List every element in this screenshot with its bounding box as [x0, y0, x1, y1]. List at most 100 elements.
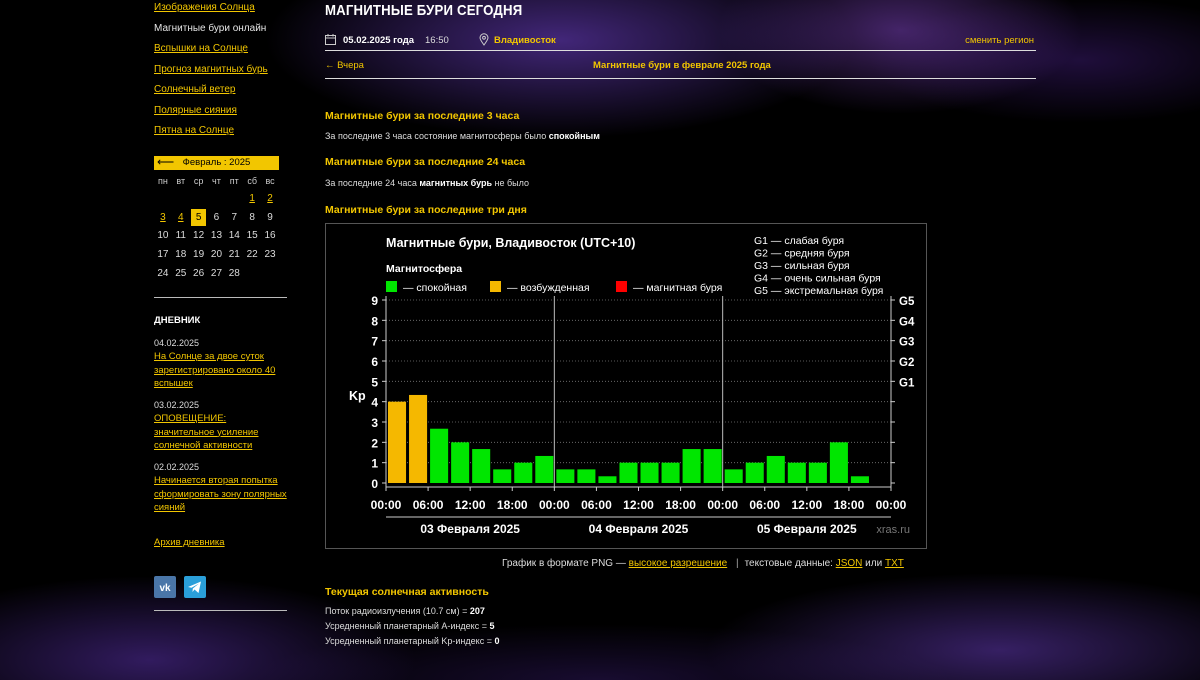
x-tick-label: 00:00 — [876, 498, 907, 512]
month-storms-link[interactable]: Магнитные бури в феврале 2025 года — [593, 60, 771, 71]
diary-link[interactable]: ОПОВЕЩЕНИЕ: значительное усиление солнеч… — [154, 413, 259, 451]
kp-bar — [535, 455, 554, 483]
calendar-day: 7 — [231, 211, 238, 223]
menu-item-storms-online: Магнитные бури онлайн — [154, 22, 267, 34]
calendar-day[interactable]: 4 — [177, 211, 184, 223]
calendar-grid: пн вт ср чт пт сб вс 1 2 3 4 5 6 7 8 9 10 11 12 13 14 15 16 17… — [154, 173, 279, 283]
calendar-day: 6 — [213, 211, 220, 223]
calendar-day-today: 5 — [190, 208, 208, 227]
weekday-label: пн — [158, 176, 168, 186]
chart-download-links: График в формате PNG — высокое разрешени… — [502, 558, 904, 569]
g-scale-label: G4 — очень сильная буря — [754, 273, 881, 285]
change-region-link[interactable]: сменить регион — [965, 35, 1034, 46]
svg-text:vk: vk — [159, 583, 171, 594]
kp-bar — [472, 449, 491, 483]
kp-bar — [430, 428, 449, 483]
section-3h-title: Магнитные бури за последние 3 часа — [325, 110, 520, 122]
menu-item-sun-images[interactable]: Изображения Солнца — [154, 2, 255, 13]
calendar-empty — [172, 189, 190, 208]
diary-link[interactable]: Начинается вторая попытка сформировать з… — [154, 475, 287, 513]
x-tick-label: 06:00 — [581, 498, 612, 512]
txt-link[interactable]: TXT — [884, 558, 904, 569]
prev-day-link[interactable]: ← Вчера — [325, 60, 364, 71]
x-tick-label: 18:00 — [665, 498, 696, 512]
calendar-day: 28 — [228, 268, 240, 280]
kp-bar — [640, 462, 659, 483]
kp-bar — [703, 449, 722, 483]
calendar-empty — [243, 264, 261, 283]
calendar-empty — [225, 189, 243, 208]
weekday-label: пт — [229, 176, 239, 186]
nav-divider — [325, 78, 1036, 79]
day-label: 04 Февраля 2025 — [589, 522, 689, 536]
kp-bar — [808, 462, 827, 483]
menu-item-sunspots[interactable]: Пятна на Солнце — [154, 125, 235, 136]
g-tick-label: G2 — [899, 357, 914, 369]
y-tick-label: 8 — [371, 314, 378, 328]
kp-bar — [388, 401, 407, 483]
y-tick-label: 7 — [371, 335, 378, 349]
calendar-day[interactable]: 3 — [160, 211, 166, 223]
chart-title: Магнитные бури, Владивосток (UTC+10) — [386, 236, 635, 250]
calendar-empty — [208, 189, 226, 208]
calendar-day: 9 — [267, 211, 273, 223]
g-scale-label: G3 — сильная буря — [754, 260, 850, 272]
calendar-day: 23 — [264, 249, 276, 261]
hires-link[interactable]: высокое разрешение — [628, 558, 728, 569]
calendar-month-title: Февраль : 2025 — [182, 157, 251, 168]
telegram-icon[interactable] — [184, 576, 207, 598]
kp-bar — [682, 449, 701, 483]
legend-swatch — [616, 281, 627, 292]
day-label: 05 Февраля 2025 — [757, 522, 857, 536]
kp-bar — [451, 442, 470, 483]
json-link[interactable]: JSON — [835, 558, 863, 569]
calendar-day: 12 — [193, 230, 205, 242]
x-tick-label: 06:00 — [413, 498, 444, 512]
calendar-day[interactable]: 2 — [267, 192, 273, 204]
calendar-day: 16 — [264, 230, 276, 242]
menu-item-flares[interactable]: Вспышки на Солнце — [154, 43, 248, 54]
kp-bar — [577, 469, 596, 483]
kp-bar — [766, 455, 785, 483]
chart-legend-title: Магнитосфера — [386, 263, 462, 275]
diary-link[interactable]: На Солнце за двое суток зарегистрировано… — [154, 351, 276, 389]
calendar-day[interactable]: 1 — [249, 192, 255, 204]
kp-chart: Магнитные бури, Владивосток (UTC+10) Магн… — [325, 223, 927, 549]
g-scale-label: G2 — средняя буря — [754, 248, 850, 260]
calendar-day: 13 — [210, 230, 223, 242]
calendar-header: ⟵ Февраль : 2025 — [154, 155, 279, 170]
y-tick-label: 6 — [371, 355, 378, 369]
menu-item-solar-wind[interactable]: Солнечный ветер — [154, 84, 236, 95]
g-tick-label: G5 — [899, 296, 915, 308]
weekday-label: сб — [247, 176, 257, 186]
weekday-label: чт — [212, 176, 221, 186]
calendar-day: 26 — [193, 268, 205, 280]
sidebar-menu: Изображения Солнца Магнитные бури онлайн… — [154, 0, 287, 144]
x-tick-label: 12:00 — [455, 498, 486, 512]
weekday-label: ср — [193, 176, 204, 186]
calendar-prev-arrow-icon[interactable]: ⟵ — [157, 155, 175, 169]
vk-icon[interactable]: vk — [154, 576, 176, 598]
y-tick-label: 9 — [371, 294, 378, 308]
x-tick-label: 12:00 — [791, 498, 822, 512]
section-3d-title: Магнитные бури за последние три дня — [325, 204, 527, 216]
y-tick-label: 1 — [371, 457, 378, 471]
calendar-day: 20 — [210, 249, 223, 261]
legend-swatch — [490, 281, 501, 292]
header-bar: 05.02.2025 года 16:50 Владивосток сменит… — [325, 33, 1036, 49]
city-name[interactable]: Владивосток — [494, 35, 556, 46]
legend-label: — магнитная буря — [633, 282, 722, 294]
legend-label: — спокойная — [403, 282, 467, 294]
g-tick-label: G4 — [899, 316, 915, 328]
diary-archive-link[interactable]: Архив дневника — [154, 536, 225, 548]
calendar-empty — [154, 189, 172, 208]
calendar-day: 24 — [157, 268, 169, 280]
section-24h-text: За последние 24 часа магнитных бурь не б… — [325, 178, 529, 188]
menu-item-aurora[interactable]: Полярные сияния — [154, 104, 237, 116]
kp-chart-svg: Магнитные бури, Владивосток (UTC+10) Магн… — [349, 235, 915, 536]
calendar-day: 14 — [228, 230, 240, 242]
x-tick-label: 00:00 — [371, 498, 402, 512]
y-tick-label: 5 — [371, 375, 378, 389]
menu-item-forecast[interactable]: Прогноз магнитных бурь — [154, 63, 268, 75]
